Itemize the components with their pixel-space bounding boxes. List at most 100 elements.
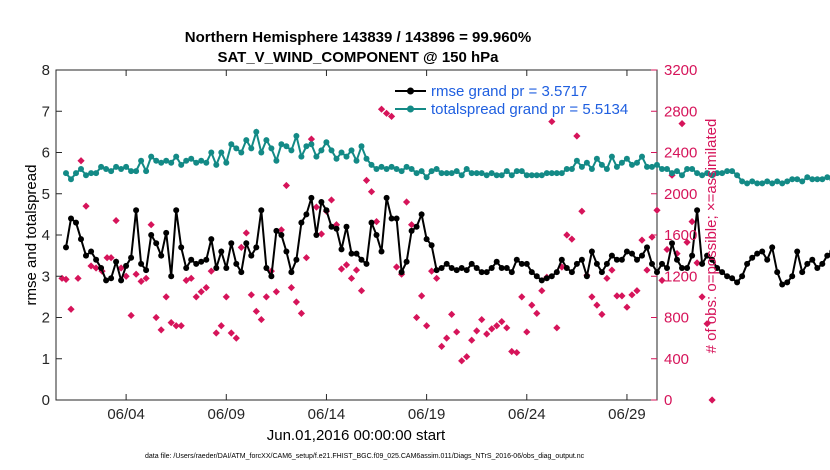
totalspread-point-127 (699, 172, 706, 179)
totalspread-point-22 (173, 153, 180, 160)
rmse-point-127 (699, 260, 706, 267)
obs-point-21 (162, 293, 170, 301)
totalspread-point-39 (258, 149, 265, 156)
totalspread-point-74 (433, 166, 440, 172)
totalspread-point-50 (313, 153, 320, 160)
totalspread-point-32 (223, 159, 230, 166)
obs-point-71 (413, 313, 421, 322)
totalspread-point-33 (228, 141, 235, 148)
totalspread-point-112 (623, 155, 630, 162)
totalspread-point-62 (373, 166, 380, 172)
obs-point-44 (277, 226, 285, 234)
totalspread-point-142 (774, 178, 781, 185)
totalspread-point-137 (749, 178, 756, 185)
obs-point-129 (703, 320, 711, 328)
rmse-point-38 (253, 244, 260, 251)
totalspread-point-85 (488, 170, 495, 177)
totalspread-point-26 (193, 159, 200, 166)
rmse-point-31 (218, 248, 225, 255)
obs-point-39 (252, 307, 260, 315)
rmse-point-114 (634, 256, 640, 263)
obs-point-24 (177, 322, 185, 330)
y-right-tick-label-0: 0 (664, 392, 672, 409)
rmse-point-106 (593, 260, 600, 267)
rmse-point-19 (158, 252, 165, 259)
totalspread-point-69 (408, 166, 415, 172)
rmse-point-105 (588, 248, 595, 255)
rmse-point-93 (528, 269, 535, 276)
rmse-point-92 (523, 260, 530, 267)
rmse-point-63 (378, 248, 385, 255)
obs-point-115 (633, 287, 641, 295)
totalspread-point-41 (268, 145, 275, 152)
totalspread-point-20 (163, 157, 170, 164)
totalspread-point-139 (759, 180, 766, 187)
obs-point-7 (92, 264, 100, 272)
obs-point-40 (257, 315, 265, 324)
totalspread-point-89 (508, 172, 515, 179)
totalspread-point-123 (679, 172, 685, 179)
rmse-series (63, 194, 830, 288)
rmse-point-60 (363, 260, 370, 267)
rmse-point-69 (408, 227, 415, 234)
rmse-point-25 (188, 256, 195, 263)
y-left-tick-label-5: 5 (42, 186, 50, 203)
rmse-point-17 (148, 232, 155, 238)
totalspread-point-43 (278, 141, 285, 148)
obs-point-31 (212, 329, 220, 337)
totalspread-point-125 (689, 166, 696, 172)
obs-point-116 (638, 236, 646, 244)
rmse-point-71 (418, 211, 425, 218)
totalspread-point-51 (318, 147, 325, 154)
rmse-point-30 (213, 265, 220, 271)
rmse-point-50 (313, 232, 320, 238)
legend-rmse-label: rmse grand pr = 3.5717 (431, 83, 587, 100)
totalspread-point-28 (203, 159, 210, 166)
obs-point-19 (152, 313, 160, 322)
rmse-point-18 (153, 240, 160, 247)
obs-point-102 (568, 235, 576, 243)
rmse-point-52 (323, 207, 330, 214)
obs-point-15 (132, 270, 140, 278)
obs-point-117 (643, 266, 651, 274)
rmse-point-143 (779, 281, 786, 288)
y-left-tick-label-6: 6 (42, 145, 50, 162)
obs-point-124 (678, 120, 686, 128)
obs-point-61 (362, 176, 371, 184)
rmse-point-109 (608, 252, 615, 259)
obs-point-18 (147, 221, 155, 229)
rmse-point-70 (413, 223, 420, 230)
rmse-point-87 (498, 265, 505, 271)
totalspread-point-77 (448, 170, 455, 177)
totalspread-point-55 (338, 149, 345, 156)
rmse-point-110 (613, 256, 620, 263)
obs-point-125 (683, 238, 691, 246)
rmse-point-55 (338, 246, 345, 253)
rmse-point-96 (543, 275, 550, 282)
totalspread-point-129 (709, 172, 716, 179)
rmse-point-74 (433, 267, 440, 274)
totalspread-point-117 (649, 163, 655, 170)
obs-point-84 (478, 315, 486, 324)
rmse-point-147 (799, 269, 806, 276)
obs-point-56 (337, 265, 346, 273)
totalspread-point-128 (704, 170, 711, 177)
totalspread-point-72 (423, 174, 430, 181)
rmse-point-59 (358, 256, 365, 263)
obs-point-50 (307, 135, 316, 143)
totalspread-point-4 (83, 172, 89, 179)
obs-point-92 (518, 293, 526, 301)
totalspread-point-10 (113, 163, 120, 170)
obs-point-29 (202, 283, 210, 292)
totalspread-point-16 (143, 168, 150, 175)
totalspread-point-100 (563, 166, 570, 172)
y-left-tick-label-2: 2 (42, 310, 50, 327)
x-tick-label-1: 06/09 (208, 406, 246, 423)
totalspread-point-30 (213, 161, 220, 168)
rmse-point-72 (423, 236, 430, 243)
rmse-point-23 (178, 244, 185, 251)
obs-point-57 (342, 261, 351, 269)
y-right-tick-label-2: 800 (664, 310, 689, 327)
chart-title-line1: Northern Hemisphere 143839 / 143896 = 99… (185, 29, 531, 46)
totalspread-point-119 (659, 166, 665, 172)
